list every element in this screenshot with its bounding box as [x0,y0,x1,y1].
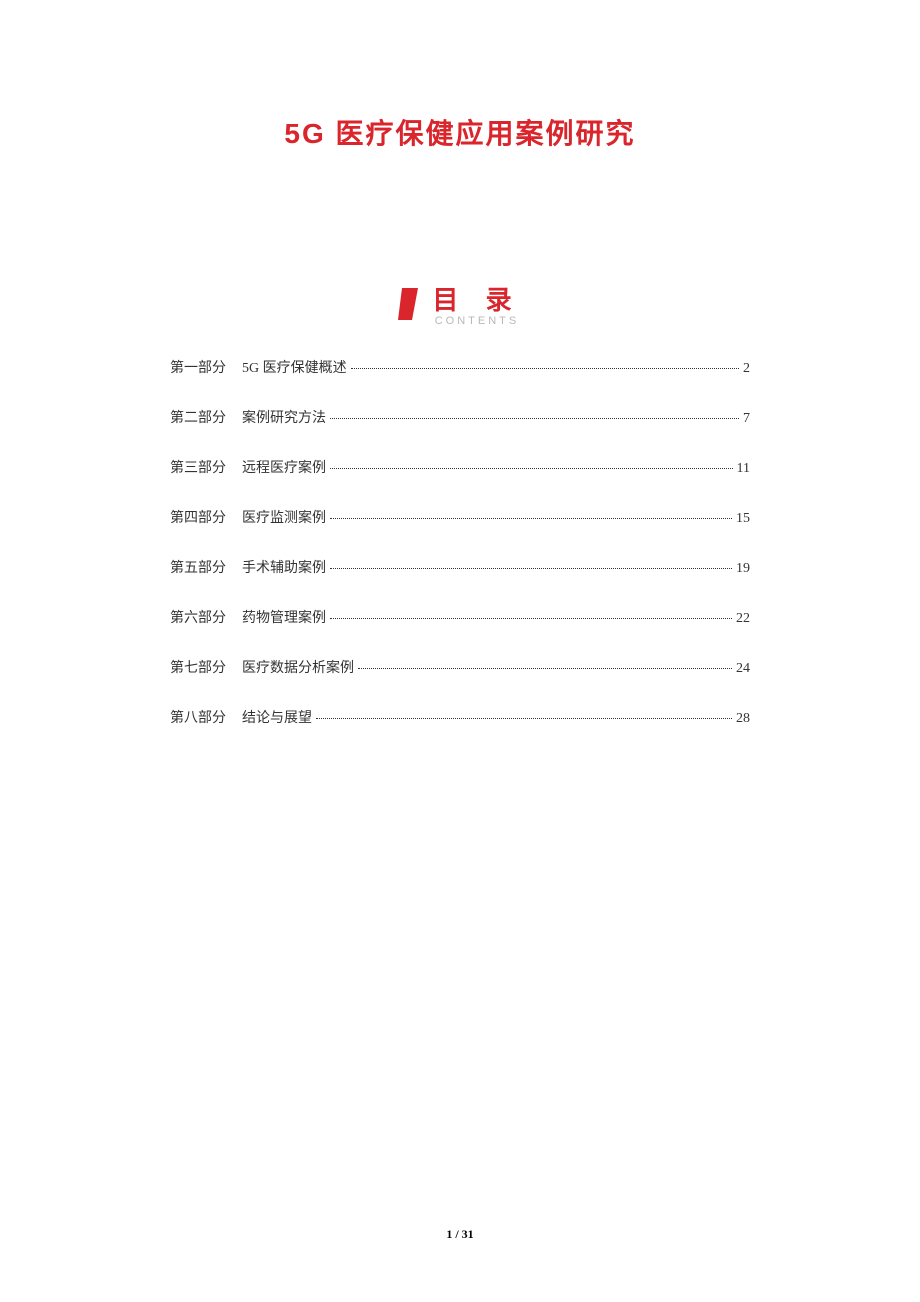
toc-entry: 第二部分 案例研究方法 7 [170,407,750,427]
toc-page-number: 7 [743,411,750,427]
toc-part-label: 第二部分 [170,407,226,427]
toc-entry-title: 案例研究方法 [242,407,326,427]
page-footer: 1 / 31 [0,1227,920,1242]
toc-part-label: 第一部分 [170,357,226,377]
toc-label-en: CONTENTS [435,315,520,327]
toc-entry-title: 医疗数据分析案例 [242,657,354,677]
toc-page-number: 15 [736,511,750,527]
toc-entry: 第四部分 医疗监测案例 15 [170,507,750,527]
toc-entry-title: 结论与展望 [242,707,312,727]
toc-label-cn: 目 录 [432,287,521,313]
toc-entry: 第七部分 医疗数据分析案例 24 [170,657,750,677]
toc-page-number: 22 [736,611,750,627]
toc-entry: 第三部分 远程医疗案例 11 [170,457,750,477]
toc-entry: 第一部分 5G 医疗保健概述 2 [170,357,750,377]
toc-leader-dots [316,718,732,719]
page-separator: / [452,1227,461,1241]
toc-page-number: 19 [736,561,750,577]
toc-leader-dots [330,418,739,419]
toc-part-label: 第八部分 [170,707,226,727]
toc-leader-dots [330,468,733,469]
toc-part-label: 第四部分 [170,507,226,527]
toc-entry-title: 医疗监测案例 [242,507,326,527]
toc-page-number: 24 [736,661,750,677]
toc-entry: 第五部分 手术辅助案例 19 [170,557,750,577]
toc-part-label: 第七部分 [170,657,226,677]
toc-leader-dots [330,518,732,519]
page-total: 31 [462,1227,474,1241]
toc-page-number: 11 [737,461,750,477]
toc-list: 第一部分 5G 医疗保健概述 2 第二部分 案例研究方法 7 第三部分 远程医疗… [0,357,920,727]
toc-part-label: 第五部分 [170,557,226,577]
toc-page-number: 2 [743,361,750,377]
toc-leader-dots [351,368,739,369]
toc-part-label: 第三部分 [170,457,226,477]
toc-entry: 第八部分 结论与展望 28 [170,707,750,727]
toc-entry-title: 手术辅助案例 [242,557,326,577]
toc-entry-title: 5G 医疗保健概述 [242,357,347,377]
toc-entry: 第六部分 药物管理案例 22 [170,607,750,627]
toc-header: 目 录 CONTENTS [0,287,920,327]
toc-entry-title: 药物管理案例 [242,607,326,627]
toc-entry-title: 远程医疗案例 [242,457,326,477]
toc-page-number: 28 [736,711,750,727]
toc-part-label: 第六部分 [170,607,226,627]
toc-leader-dots [358,668,732,669]
toc-bookmark-icon [398,288,422,327]
toc-leader-dots [330,568,732,569]
toc-leader-dots [330,618,732,619]
page-title: 5G 医疗保健应用案例研究 [0,0,920,152]
toc-label: 目 录 CONTENTS [432,287,521,327]
